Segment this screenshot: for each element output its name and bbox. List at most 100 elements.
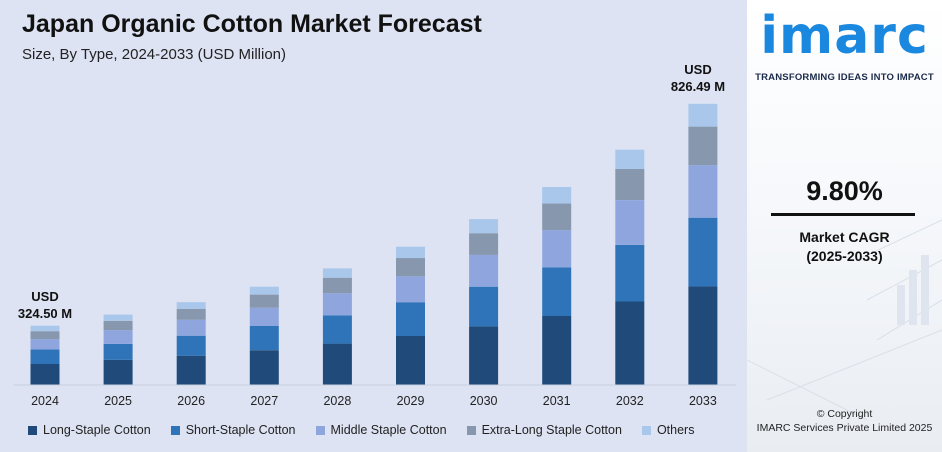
bar-segment-2029-s4	[396, 246, 425, 259]
bar-segment-2025-s3	[103, 320, 133, 331]
bar-segment-2027-s2	[249, 307, 279, 326]
bar-segment-2030-s1	[469, 286, 499, 327]
cagr-label: Market CAGR (2025-2033)	[747, 228, 942, 266]
logo-tagline: TRANSFORMING IDEAS INTO IMPACT	[755, 72, 934, 83]
bar-segment-2032-s0	[615, 301, 645, 385]
bars-group	[30, 103, 718, 385]
chart-title: Japan Organic Cotton Market Forecast	[22, 10, 482, 38]
imarc-logo: imarc	[747, 8, 942, 64]
legend-item: Long-Staple Cotton	[28, 423, 151, 437]
bar-segment-2025-s0	[103, 359, 133, 385]
bar-segment-2026-s4	[176, 302, 206, 309]
end-annotation-line1: USD	[684, 62, 711, 77]
bar-segment-2029-s2	[396, 276, 425, 303]
x-tick-label: 2028	[323, 394, 351, 408]
bar-segment-2028-s1	[322, 315, 352, 344]
bar-segment-2028-s3	[322, 277, 352, 294]
bar-segment-2027-s0	[249, 350, 279, 385]
legend-swatch	[466, 425, 476, 435]
bar-segment-2031-s1	[542, 267, 572, 316]
bar-segment-2027-s4	[249, 286, 279, 295]
logo-text: imarc	[760, 6, 929, 66]
legend-label: Extra-Long Staple Cotton	[481, 423, 622, 437]
bar-segment-2032-s4	[615, 149, 645, 169]
legend-label: Short-Staple Cotton	[185, 423, 296, 437]
bar-segment-2030-s0	[469, 326, 499, 385]
legend-item: Middle Staple Cotton	[315, 423, 447, 437]
legend-label: Long-Staple Cotton	[43, 423, 151, 437]
legend-swatch	[170, 425, 180, 435]
bar-segment-2030-s4	[469, 219, 499, 234]
chart-subtitle: Size, By Type, 2024-2033 (USD Million)	[22, 46, 287, 63]
bar-segment-2031-s3	[542, 203, 572, 231]
legend-item: Short-Staple Cotton	[170, 423, 296, 437]
bar-segment-2028-s4	[322, 268, 352, 278]
bar-segment-2033-s3	[688, 126, 718, 166]
copyright-line2: IMARC Services Private Limited 2025	[756, 422, 933, 434]
bar-segment-2032-s1	[615, 244, 645, 302]
bar-segment-2027-s1	[249, 326, 279, 351]
background-decor	[747, 219, 942, 421]
bar-segment-2033-s2	[688, 165, 718, 218]
x-tick-labels: 2024 2025 2026 2027 2028 2029 2030 2031 2032 2033	[31, 394, 717, 408]
bar-segment-2029-s1	[396, 302, 425, 336]
x-tick-label: 2033	[689, 394, 717, 408]
cagr-label-line2: (2025-2033)	[806, 248, 883, 264]
bar-segment-2031-s4	[542, 187, 572, 204]
chart-panel: Japan Organic Cotton Market Forecast Siz…	[0, 0, 747, 452]
bar-segment-2030-s2	[469, 254, 499, 287]
bar-segment-2033-s1	[688, 217, 718, 287]
cagr-divider	[771, 213, 915, 216]
x-tick-label: 2029	[397, 394, 425, 408]
bar-segment-2030-s3	[469, 233, 499, 255]
copyright-line1: © Copyright	[816, 408, 873, 420]
x-tick-label: 2027	[250, 394, 278, 408]
legend-label: Others	[656, 423, 695, 437]
x-tick-label: 2031	[543, 394, 571, 408]
legend-swatch	[641, 425, 651, 435]
cagr-label-line1: Market CAGR	[799, 229, 890, 245]
bar-segment-2025-s1	[103, 343, 133, 360]
bar-segment-2024-s4	[30, 325, 60, 332]
bar-segment-2031-s2	[542, 230, 572, 268]
copyright: © Copyright IMARC Services Private Limit…	[747, 407, 942, 435]
bar-segment-2028-s0	[322, 343, 352, 385]
bar-segment-2029-s0	[396, 336, 425, 385]
bar-segment-2024-s0	[30, 364, 60, 385]
bar-segment-2024-s3	[30, 331, 60, 340]
bar-chart: 2024 2025 2026 2027 2028 2029 2030 2031 2032 2033…	[14, 62, 736, 408]
x-tick-label: 2032	[616, 394, 644, 408]
bar-segment-2033-s4	[688, 103, 718, 127]
end-annotation-line2: 826.49 M	[671, 79, 725, 94]
legend-item: Extra-Long Staple Cotton	[466, 423, 622, 437]
bar-segment-2024-s1	[30, 349, 60, 364]
legend-label: Middle Staple Cotton	[330, 423, 447, 437]
x-tick-label: 2030	[470, 394, 498, 408]
bar-segment-2029-s3	[396, 258, 425, 277]
bar-segment-2028-s2	[322, 293, 352, 316]
cagr-value: 9.80%	[806, 176, 883, 206]
bar-segment-2026-s0	[176, 355, 206, 385]
bar-segment-2024-s2	[30, 339, 60, 350]
x-tick-label: 2025	[104, 394, 132, 408]
legend-swatch	[315, 425, 325, 435]
legend: Long-Staple Cotton Short-Staple Cotton Mid…	[28, 421, 714, 439]
start-annotation-line1: USD	[31, 289, 58, 304]
legend-item: Others	[641, 423, 695, 437]
bar-segment-2032-s3	[615, 169, 645, 200]
bar-segment-2027-s3	[249, 294, 279, 308]
bar-segment-2026-s3	[176, 308, 206, 320]
bar-segment-2025-s2	[103, 330, 133, 344]
bar-segment-2026-s2	[176, 319, 206, 336]
bar-segment-2032-s2	[615, 200, 645, 245]
bar-segment-2026-s1	[176, 335, 206, 356]
bar-segment-2033-s0	[688, 286, 718, 385]
x-tick-label: 2024	[31, 394, 59, 408]
bar-segment-2025-s4	[103, 314, 133, 321]
start-annotation-line2: 324.50 M	[18, 306, 72, 321]
legend-swatch	[28, 425, 37, 435]
x-tick-label: 2026	[177, 394, 205, 408]
sidebar: imarc TRANSFORMING IDEAS INTO IMPACT 9.8…	[747, 0, 942, 452]
bar-segment-2031-s0	[542, 316, 572, 385]
